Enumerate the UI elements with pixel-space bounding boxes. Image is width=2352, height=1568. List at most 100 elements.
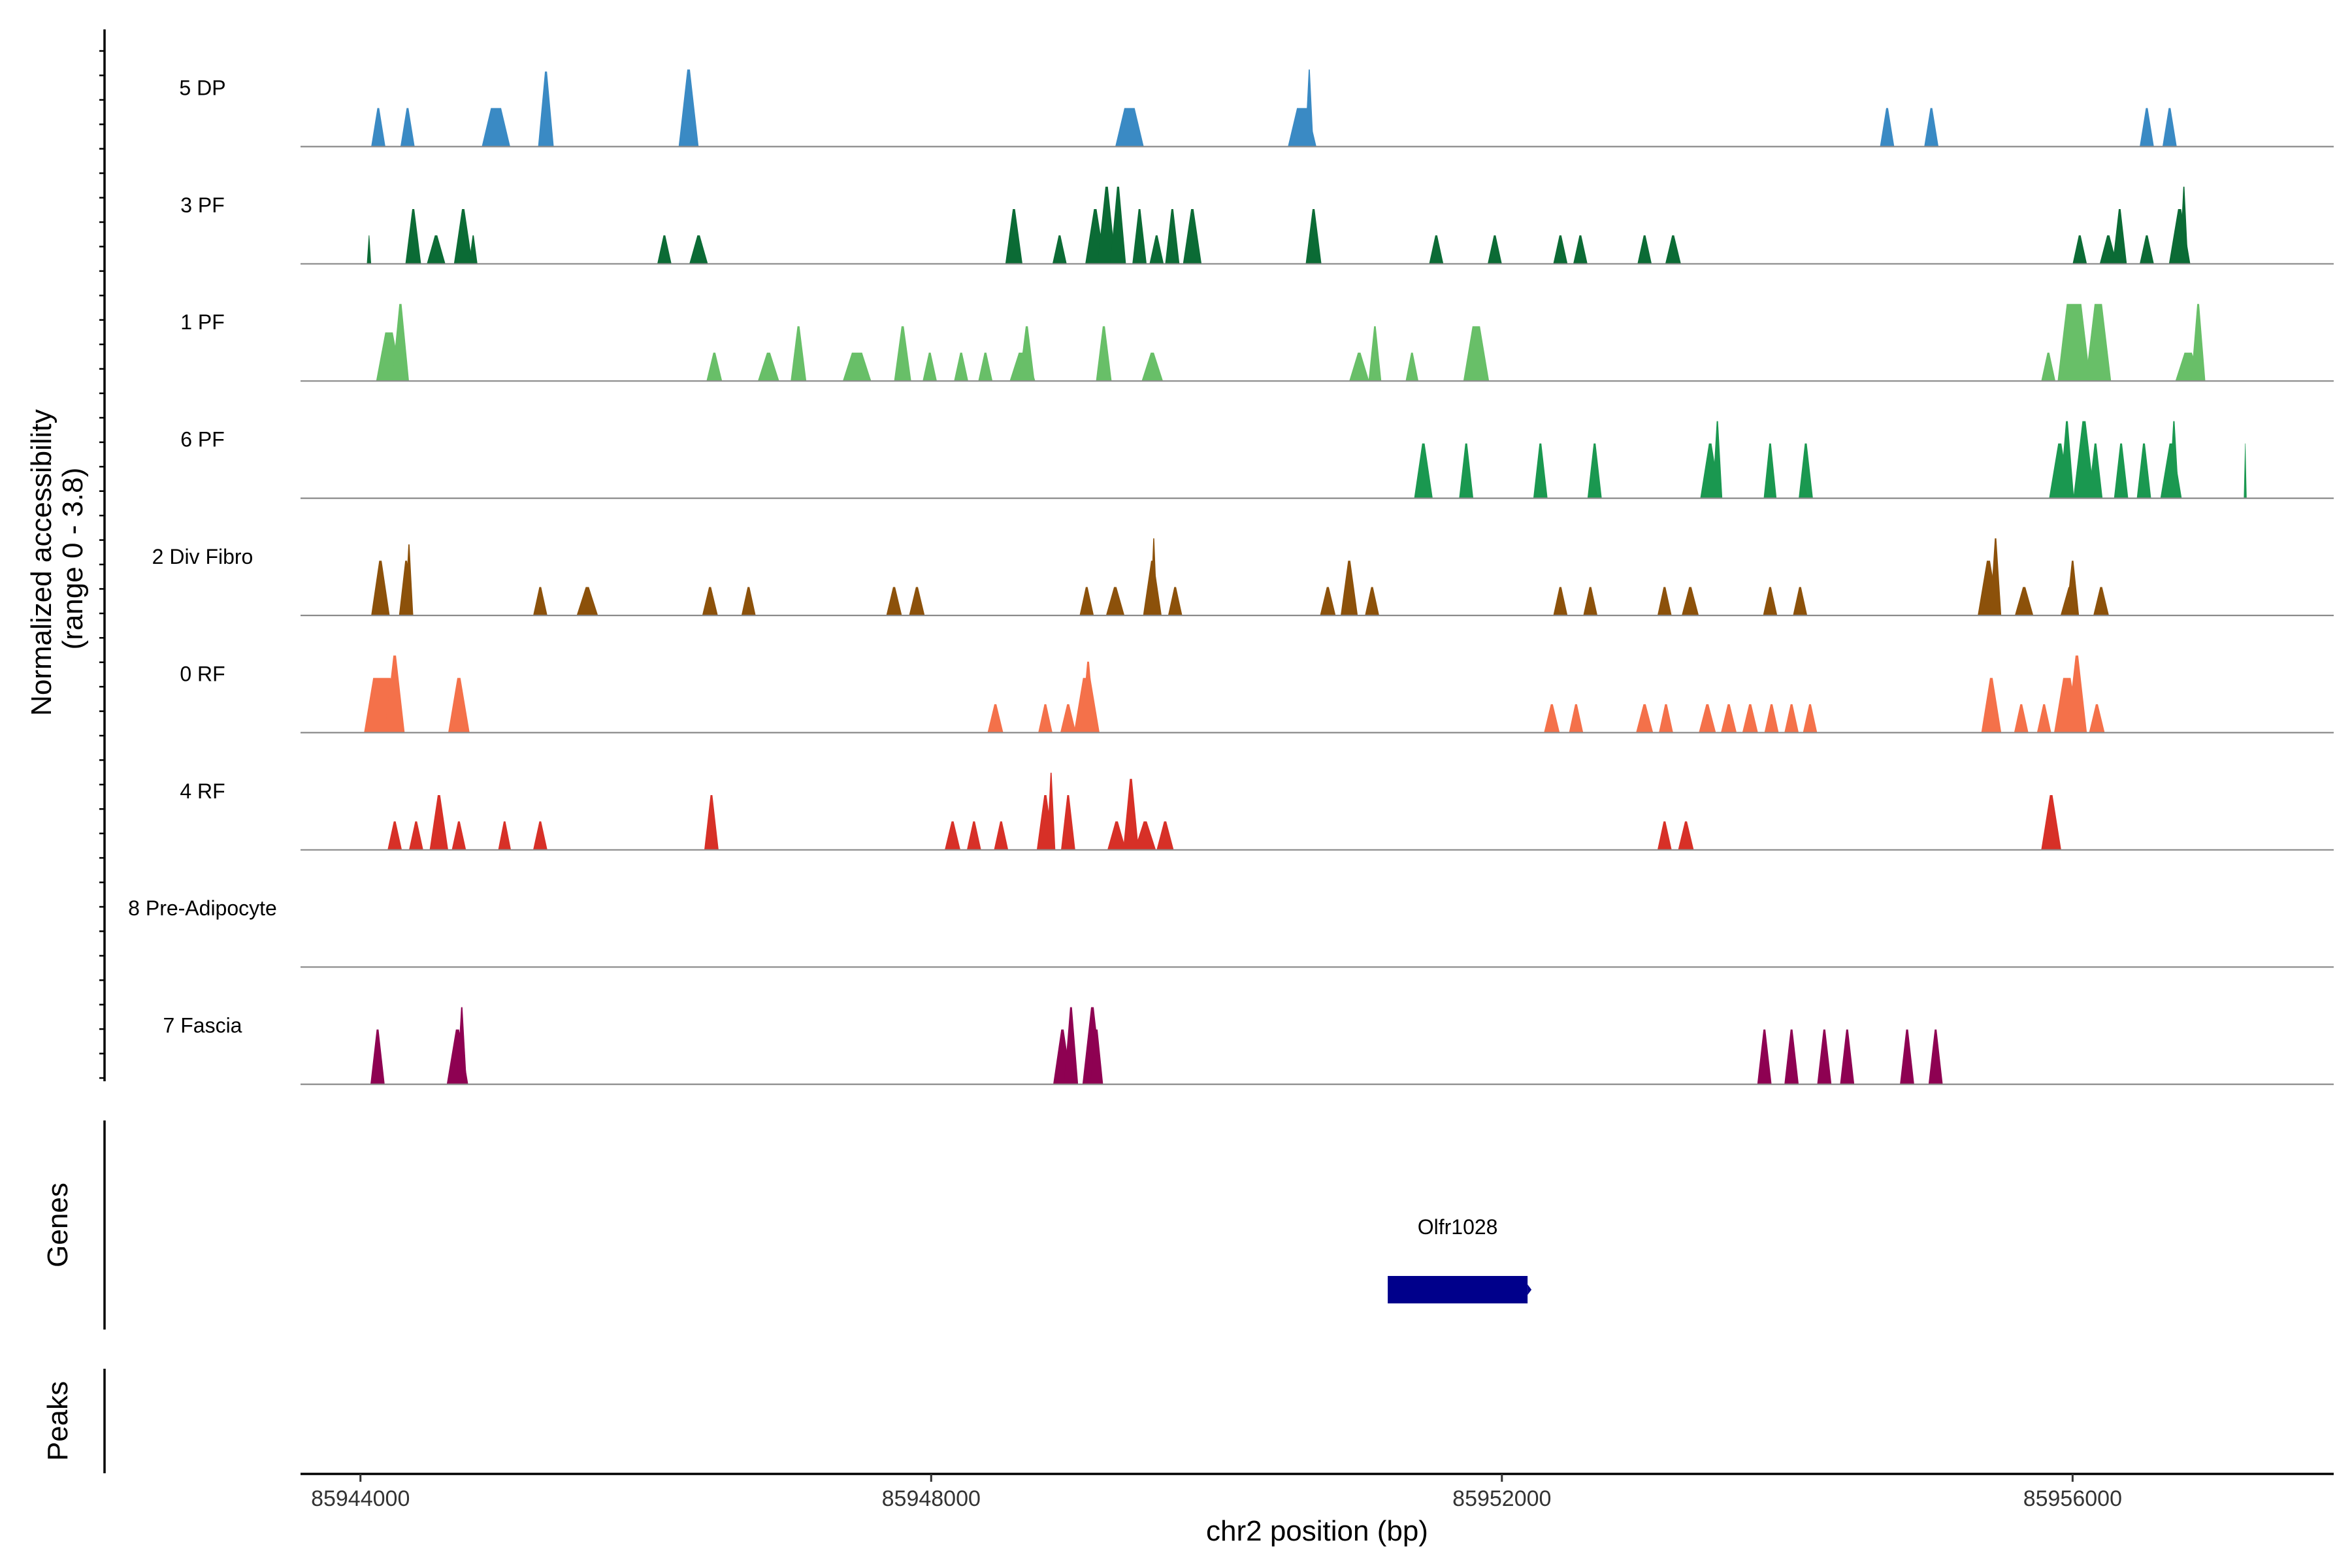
peak-4-11: [2073, 421, 2095, 498]
peak-6-13: [1699, 704, 1716, 733]
peak-5-25: [1989, 538, 2002, 615]
peak-4-10: [2059, 421, 2074, 498]
genes-panel-title: Genes: [42, 1183, 74, 1267]
track-3: 1 PF: [180, 304, 2334, 382]
x-axis-ticks: 85944000 85948000 85952000 85956000: [311, 1474, 2122, 1511]
peaks-panel: Peaks: [42, 1369, 106, 1473]
peak-3-10: [978, 352, 993, 382]
peak-7-18: [1657, 821, 1672, 850]
track-label: 0 RF: [180, 662, 225, 685]
track-label: 7 Fascia: [163, 1014, 242, 1037]
gene-body: [1388, 1276, 1528, 1303]
peak-2-11: [1097, 186, 1117, 264]
peak-2-23: [1665, 235, 1681, 264]
peak-3-14: [1141, 352, 1164, 382]
peak-9-9: [1784, 1029, 1799, 1085]
track-label: 4 RF: [180, 779, 225, 803]
peak-6-17: [1784, 704, 1799, 733]
peak-6-3: [448, 678, 470, 733]
peak-5-9: [909, 587, 925, 615]
peak-5-17: [1365, 587, 1379, 615]
peak-2-4: [453, 209, 473, 264]
peak-2-2: [405, 209, 421, 264]
track-7: 4 RF: [180, 772, 2334, 851]
peak-2-8: [1005, 209, 1022, 264]
y-axis-title: Normalized accessibility (range 0 - 3.8): [25, 401, 89, 716]
peak-1-9: [1880, 108, 1895, 147]
peak-6-21: [2036, 704, 2051, 733]
peak-2-16: [1183, 209, 1202, 264]
peak-7-10: [994, 821, 1009, 850]
peak-9-5: [1064, 1007, 1079, 1085]
peak-2-20: [1553, 235, 1568, 264]
peak-7-4: [451, 821, 466, 850]
peak-3-17: [1405, 352, 1419, 382]
peak-2-25: [2099, 235, 2117, 264]
peak-4-17: [2244, 443, 2247, 498]
peak-5-19: [1583, 587, 1598, 615]
x-axis: 85944000 85948000 85952000 85956000 chr2 po…: [301, 1473, 2334, 1547]
track-label: 8 Pre-Adipocyte: [128, 896, 277, 920]
peak-6-4: [987, 704, 1004, 733]
peak-6-14: [1721, 704, 1737, 733]
peak-2-1: [367, 235, 372, 264]
peak-2-17: [1305, 209, 1322, 264]
peak-2-29: [2180, 186, 2189, 264]
peak-5-15: [1320, 587, 1336, 615]
peak-1-4: [538, 71, 554, 147]
peak-4-1: [1414, 443, 1433, 498]
peak-3-21: [2085, 304, 2112, 382]
peak-9-13: [1928, 1029, 1943, 1085]
peak-7-17: [1156, 821, 1174, 850]
peak-3-16: [1368, 326, 1382, 382]
peak-3-6: [842, 352, 872, 382]
peak-4-7: [1763, 443, 1777, 498]
peak-7-12: [1047, 772, 1056, 850]
peak-6-19: [1981, 678, 2002, 733]
track-8: 8 Pre-Adipocyte: [128, 896, 2334, 968]
peak-7-15: [1123, 779, 1139, 850]
peak-3-9: [954, 352, 968, 382]
peak-7-16: [1134, 821, 1156, 850]
peak-5-3: [404, 544, 414, 615]
x-axis-tick-label: 85956000: [2023, 1486, 2122, 1511]
peak-4-6: [1712, 421, 1723, 498]
track-5: 2 Div Fibro: [152, 538, 2334, 617]
peak-1-12: [2162, 108, 2177, 147]
peak-4-4: [1587, 443, 1602, 498]
peak-6-24: [2089, 704, 2105, 733]
peak-9-1: [370, 1029, 385, 1085]
gene-label: Olfr1028: [1418, 1215, 1498, 1239]
peak-7-8: [945, 821, 960, 850]
track-label: 6 PF: [180, 428, 225, 451]
peak-2-6: [657, 235, 672, 264]
x-axis-tick-label: 85948000: [882, 1486, 981, 1511]
y-axis-ticks: [99, 50, 105, 1079]
peak-3-15: [1349, 352, 1369, 382]
peak-2-9: [1052, 235, 1067, 264]
peak-2-15: [1165, 209, 1180, 264]
peak-2-22: [1637, 235, 1652, 264]
peak-9-10: [1817, 1029, 1832, 1085]
peak-5-5: [576, 587, 598, 615]
peak-3-2: [391, 304, 409, 382]
peak-5-8: [886, 587, 902, 615]
track-4: 6 PF: [180, 421, 2334, 499]
y-axis-title-line2: (range 0 - 3.8): [57, 468, 89, 650]
peak-2-7: [689, 235, 708, 264]
peak-7-5: [498, 821, 512, 850]
gene-annotations: Olfr1028: [1388, 1215, 1532, 1303]
track-label: 5 DP: [179, 76, 225, 99]
peak-7-20: [2041, 795, 2061, 850]
track-2: 3 PF: [180, 186, 2334, 265]
peak-5-18: [1553, 587, 1568, 615]
peak-5-29: [2093, 587, 2109, 615]
peak-5-21: [1682, 587, 1699, 615]
peak-1-10: [1924, 108, 1939, 147]
peak-6-9: [1544, 704, 1560, 733]
peak-9-7: [1090, 1029, 1103, 1085]
peak-5-20: [1657, 587, 1672, 615]
peak-2-24: [2072, 235, 2087, 264]
peak-1-11: [2140, 108, 2154, 147]
